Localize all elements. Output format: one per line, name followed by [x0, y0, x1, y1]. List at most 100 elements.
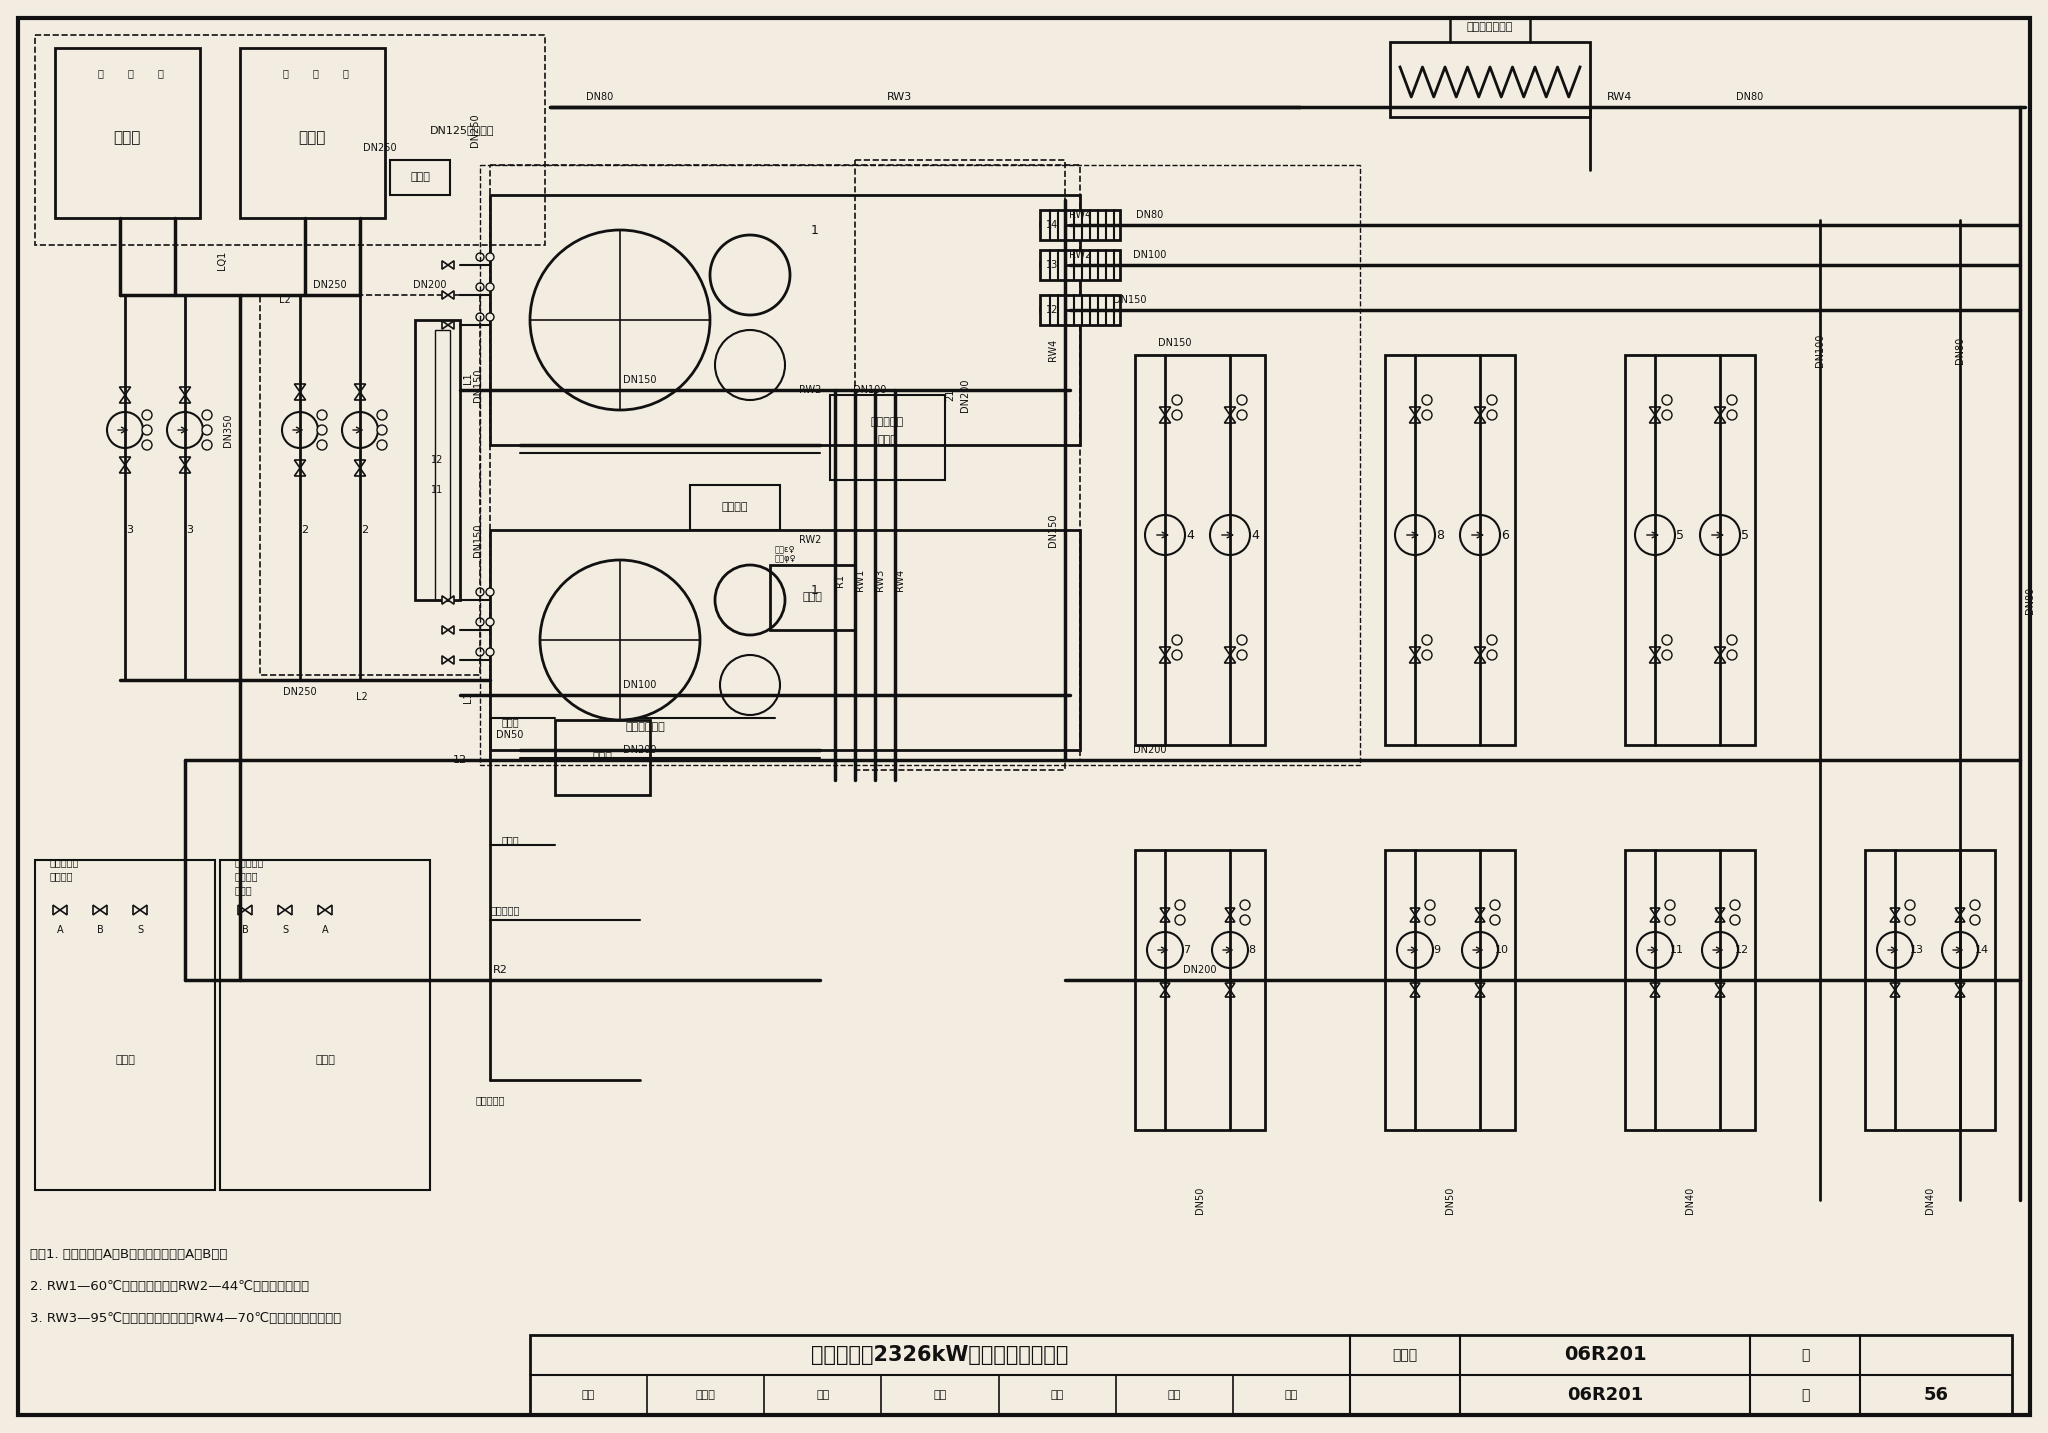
Polygon shape [1411, 916, 1419, 921]
Text: 总装机容量2326kW空调水系统流程图: 总装机容量2326kW空调水系统流程图 [811, 1346, 1069, 1366]
Polygon shape [53, 906, 59, 914]
Text: DN150: DN150 [1159, 338, 1192, 348]
Text: 冷却塔: 冷却塔 [113, 130, 141, 146]
Circle shape [1487, 396, 1497, 406]
Text: 姜山: 姜山 [1284, 1390, 1298, 1400]
Circle shape [1970, 900, 1980, 910]
Text: 页: 页 [1800, 1389, 1808, 1401]
Polygon shape [180, 464, 190, 473]
Circle shape [1726, 410, 1737, 420]
Polygon shape [119, 457, 131, 464]
Text: DN40: DN40 [1686, 1187, 1696, 1214]
Polygon shape [1714, 416, 1726, 423]
Text: 水: 水 [127, 67, 133, 77]
Text: DN125接上水管: DN125接上水管 [430, 125, 494, 135]
Circle shape [485, 588, 494, 596]
Polygon shape [133, 906, 139, 914]
Circle shape [1237, 396, 1247, 406]
Text: 8: 8 [1436, 529, 1444, 542]
Text: DN100: DN100 [623, 681, 657, 691]
Circle shape [203, 426, 213, 436]
Polygon shape [1159, 983, 1169, 990]
Polygon shape [1159, 916, 1169, 921]
Polygon shape [1714, 990, 1724, 997]
Polygon shape [1651, 909, 1659, 916]
Circle shape [377, 440, 387, 450]
Circle shape [1726, 396, 1737, 406]
Text: DN250: DN250 [283, 686, 317, 696]
Polygon shape [1651, 990, 1659, 997]
Text: 3: 3 [127, 524, 133, 535]
Text: 56: 56 [1923, 1386, 1948, 1404]
Circle shape [475, 254, 483, 261]
Bar [770, 565, 854, 631]
Polygon shape [1475, 648, 1485, 655]
Polygon shape [1714, 983, 1724, 990]
Polygon shape [180, 457, 190, 464]
Text: 热水罐: 热水罐 [803, 592, 821, 602]
Polygon shape [1475, 909, 1485, 916]
Polygon shape [180, 396, 190, 403]
Polygon shape [449, 626, 455, 635]
Polygon shape [1409, 416, 1421, 423]
Circle shape [1237, 410, 1247, 420]
Polygon shape [1714, 648, 1726, 655]
Polygon shape [1475, 655, 1485, 663]
Circle shape [1878, 931, 1913, 969]
Circle shape [1212, 931, 1247, 969]
Text: 泳池水热交换器: 泳池水热交换器 [1466, 21, 1513, 32]
Polygon shape [1409, 655, 1421, 663]
Text: 排风机盘管: 排风机盘管 [49, 857, 80, 867]
Circle shape [1425, 916, 1436, 924]
Circle shape [1487, 410, 1497, 420]
Polygon shape [1409, 407, 1421, 416]
Polygon shape [1411, 983, 1419, 990]
Text: DN50: DN50 [496, 729, 524, 739]
Text: 安全阀: 安全阀 [236, 886, 252, 896]
Polygon shape [317, 906, 326, 914]
Text: 水: 水 [283, 67, 289, 77]
Text: RW2: RW2 [799, 535, 821, 545]
Polygon shape [119, 396, 131, 403]
Circle shape [1421, 410, 1432, 420]
Polygon shape [1890, 916, 1901, 921]
Polygon shape [1651, 916, 1659, 921]
Text: R1: R1 [836, 573, 846, 586]
Text: DN250: DN250 [362, 143, 397, 153]
Bar [434, 330, 451, 600]
Text: DN150: DN150 [1049, 513, 1059, 547]
Polygon shape [1714, 407, 1726, 416]
Polygon shape [1475, 990, 1485, 997]
Circle shape [485, 254, 494, 261]
Bar [35, 34, 545, 245]
Circle shape [1905, 916, 1915, 924]
Circle shape [1665, 900, 1675, 910]
Circle shape [1171, 410, 1182, 420]
Circle shape [168, 413, 203, 449]
Text: DN50: DN50 [1194, 1187, 1204, 1214]
Bar [1624, 355, 1755, 745]
Bar [1391, 42, 1589, 118]
Polygon shape [295, 469, 305, 476]
Polygon shape [1649, 416, 1661, 423]
Circle shape [1663, 396, 1671, 406]
Polygon shape [1956, 983, 1964, 990]
Polygon shape [442, 596, 449, 605]
Circle shape [1487, 651, 1497, 661]
Circle shape [203, 410, 213, 420]
Text: 接空调器: 接空调器 [49, 871, 74, 881]
Polygon shape [139, 906, 147, 914]
Polygon shape [1956, 909, 1964, 916]
Polygon shape [449, 321, 455, 330]
Circle shape [475, 618, 483, 626]
Circle shape [485, 618, 494, 626]
Text: RW4: RW4 [895, 569, 905, 592]
Text: 7: 7 [1184, 944, 1190, 954]
Text: 姜山: 姜山 [1167, 1390, 1182, 1400]
Bar [1384, 850, 1516, 1131]
Text: DN100: DN100 [1815, 334, 1825, 367]
Circle shape [1491, 916, 1499, 924]
Text: 接至排水沟: 接至排水沟 [489, 906, 520, 916]
Text: L1: L1 [463, 373, 473, 384]
Polygon shape [1890, 983, 1901, 990]
